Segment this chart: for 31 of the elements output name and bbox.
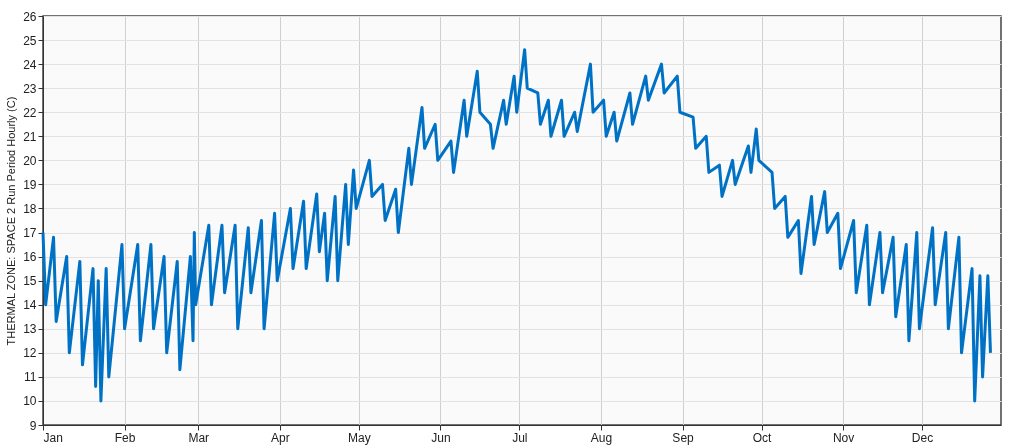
y-tick-label: 12 [23,346,37,361]
x-tick-label: Sep [672,430,695,445]
y-tick-label: 22 [23,105,37,120]
y-tick-label: 13 [23,322,37,337]
x-tick-label: Aug [590,430,613,445]
x-tick-label: Dec [911,430,934,445]
y-tick-label: 25 [23,33,37,48]
x-tick-label: May [347,430,371,445]
y-tick-label: 11 [24,370,37,385]
y-tick-label: 10 [23,394,37,409]
y-tick-label: 9 [29,418,37,433]
x-tick-label: Feb [114,430,136,445]
y-tick-label: 15 [23,274,37,289]
x-tick-label: Jul [512,430,528,445]
x-tick-label: Nov [832,430,855,445]
y-axis-title: THERMAL ZONE: SPACE 2 Run Period Hourly (C) [5,96,18,346]
y-tick-label: 21 [23,129,37,144]
y-tick-label: 16 [23,250,37,265]
x-tick-label: Mar [188,430,210,445]
y-tick-label: 17 [23,226,37,241]
y-tick-label: 24 [23,57,37,72]
y-tick-label: 14 [23,298,37,313]
y-tick-label: 19 [23,177,37,192]
x-tick-label: Apr [271,430,290,445]
y-tick-label: 23 [23,81,37,96]
y-tick-label: 26 [23,9,37,24]
x-tick-label: Jan [43,430,63,445]
x-tick-label: Oct [752,430,772,445]
y-tick-label: 20 [23,153,37,168]
y-tick-label: 18 [23,201,37,216]
x-tick-label: Jun [431,430,451,445]
